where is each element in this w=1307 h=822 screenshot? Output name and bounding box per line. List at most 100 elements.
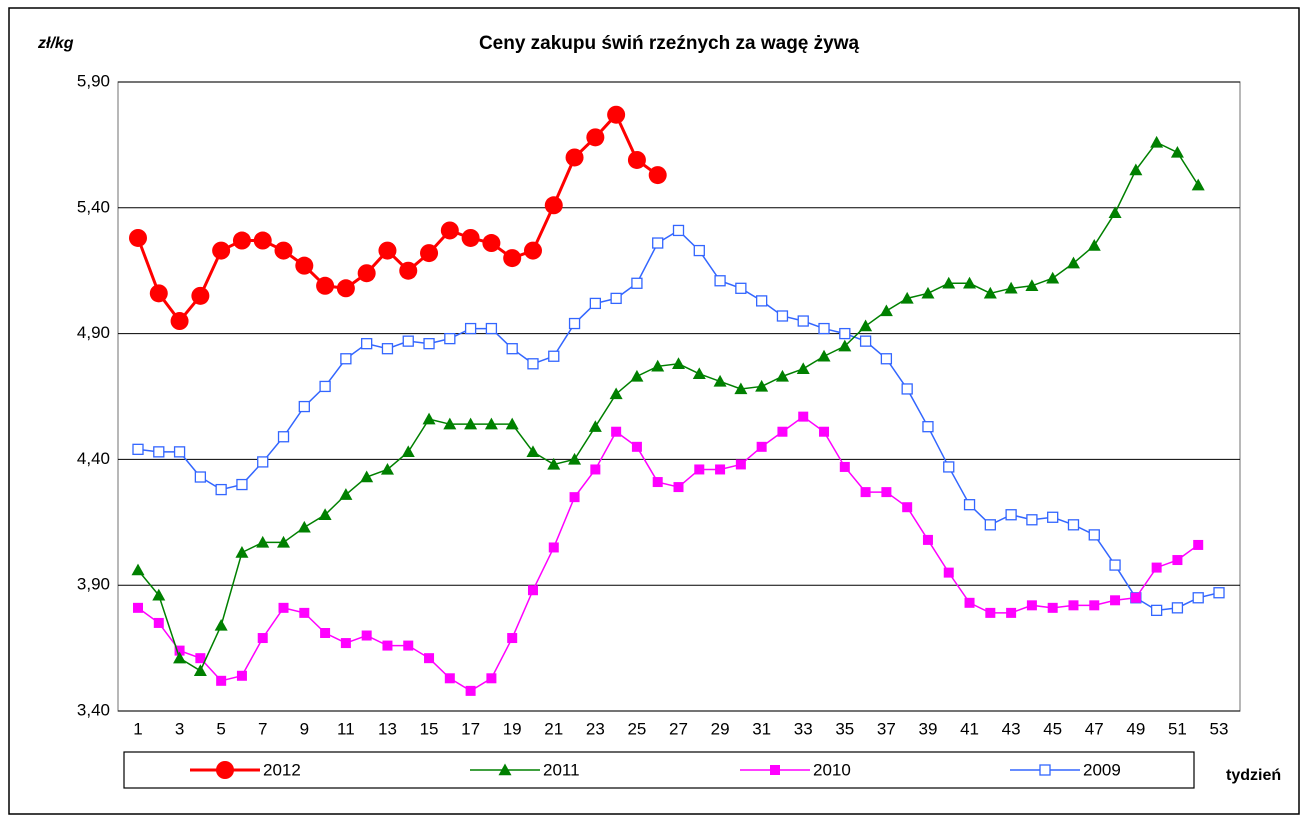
marker bbox=[1089, 600, 1100, 611]
marker bbox=[985, 607, 996, 618]
marker bbox=[401, 445, 415, 458]
marker bbox=[1088, 529, 1100, 541]
marker bbox=[173, 651, 187, 664]
marker bbox=[235, 545, 249, 558]
marker bbox=[548, 350, 560, 362]
marker bbox=[403, 640, 414, 651]
marker bbox=[713, 374, 727, 387]
marker bbox=[277, 431, 290, 443]
marker bbox=[652, 237, 664, 249]
marker bbox=[486, 673, 497, 684]
legend-marker bbox=[498, 763, 512, 776]
marker bbox=[444, 332, 456, 345]
marker bbox=[881, 487, 892, 498]
marker bbox=[129, 228, 147, 247]
x-tick-label: 39 bbox=[919, 719, 938, 738]
legend-label: 2009 bbox=[1083, 760, 1121, 779]
marker bbox=[922, 421, 934, 433]
marker bbox=[236, 670, 247, 681]
marker bbox=[569, 492, 580, 503]
x-tick-label: 41 bbox=[960, 719, 979, 738]
marker bbox=[361, 630, 372, 641]
marker bbox=[611, 426, 622, 437]
marker bbox=[943, 567, 954, 578]
marker bbox=[735, 459, 746, 470]
marker bbox=[609, 387, 623, 400]
marker bbox=[216, 675, 227, 686]
marker bbox=[277, 535, 291, 548]
x-tick-label: 25 bbox=[627, 719, 646, 738]
marker bbox=[295, 256, 314, 275]
marker bbox=[715, 464, 726, 475]
marker bbox=[253, 231, 272, 250]
marker bbox=[547, 457, 561, 470]
marker bbox=[214, 618, 228, 631]
marker bbox=[1047, 602, 1058, 613]
y-tick-label: 5,40 bbox=[77, 197, 110, 216]
marker bbox=[648, 166, 667, 185]
marker bbox=[819, 426, 830, 437]
marker bbox=[1026, 514, 1038, 526]
marker bbox=[631, 441, 642, 452]
marker bbox=[818, 322, 830, 335]
x-tick-label: 7 bbox=[258, 719, 267, 738]
marker bbox=[943, 461, 955, 473]
x-tick-label: 37 bbox=[877, 719, 896, 738]
marker bbox=[1130, 592, 1141, 603]
x-tick-label: 5 bbox=[216, 719, 225, 738]
marker bbox=[316, 276, 335, 295]
marker bbox=[983, 286, 997, 299]
marker bbox=[464, 322, 477, 335]
marker bbox=[1026, 600, 1037, 611]
marker bbox=[1193, 539, 1204, 550]
marker bbox=[1004, 281, 1018, 294]
marker bbox=[756, 441, 767, 452]
legend-label: 2012 bbox=[263, 760, 301, 779]
marker bbox=[942, 276, 956, 289]
marker bbox=[568, 317, 581, 330]
marker bbox=[1213, 587, 1225, 599]
marker bbox=[1191, 178, 1205, 191]
x-tick-label: 33 bbox=[794, 719, 813, 738]
marker bbox=[797, 315, 809, 327]
marker bbox=[544, 196, 563, 215]
marker bbox=[152, 588, 166, 601]
x-tick-label: 13 bbox=[378, 719, 397, 738]
y-tick-label: 4,90 bbox=[77, 323, 110, 342]
marker bbox=[607, 105, 626, 124]
marker bbox=[1129, 163, 1143, 176]
marker bbox=[232, 231, 251, 250]
marker bbox=[672, 224, 685, 237]
marker bbox=[651, 359, 665, 372]
marker bbox=[527, 358, 539, 370]
marker bbox=[796, 362, 810, 375]
marker bbox=[921, 286, 935, 299]
marker bbox=[506, 343, 518, 355]
marker bbox=[319, 380, 331, 393]
x-tick-label: 53 bbox=[1210, 719, 1229, 738]
marker bbox=[1109, 559, 1121, 571]
marker bbox=[1151, 562, 1162, 573]
x-tick-label: 45 bbox=[1043, 719, 1062, 738]
marker bbox=[340, 638, 351, 649]
y-tick-label: 5,90 bbox=[77, 71, 110, 90]
marker bbox=[507, 633, 518, 644]
x-tick-label: 43 bbox=[1002, 719, 1021, 738]
marker bbox=[776, 310, 789, 322]
marker bbox=[382, 640, 393, 651]
marker bbox=[548, 542, 559, 553]
marker bbox=[340, 353, 352, 365]
marker bbox=[901, 383, 913, 395]
marker bbox=[523, 241, 542, 260]
marker bbox=[131, 563, 145, 576]
marker bbox=[860, 487, 871, 498]
marker bbox=[734, 382, 748, 395]
marker bbox=[357, 264, 376, 283]
marker bbox=[173, 446, 186, 458]
marker bbox=[963, 499, 976, 511]
x-tick-label: 19 bbox=[503, 719, 522, 738]
x-axis-label: tydzień bbox=[1226, 767, 1281, 784]
marker bbox=[212, 241, 231, 260]
